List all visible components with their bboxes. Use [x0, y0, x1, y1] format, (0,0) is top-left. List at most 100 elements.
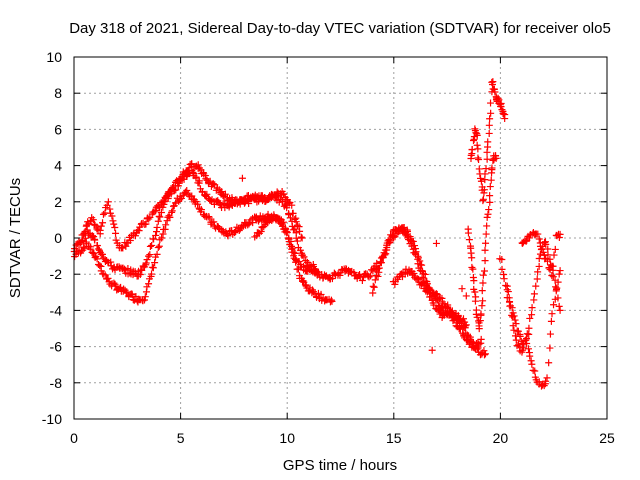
data-point [299, 251, 307, 259]
data-point [549, 273, 557, 281]
data-point [464, 229, 472, 237]
data-point [481, 170, 489, 178]
data-point [483, 155, 491, 163]
data-point [195, 179, 203, 187]
data-point [480, 186, 488, 194]
data-point [81, 227, 89, 235]
data-point [527, 357, 535, 365]
data-point [288, 201, 296, 209]
data-point [425, 285, 433, 293]
data-point [209, 180, 217, 188]
data-point [328, 297, 336, 305]
x-tick-label: 5 [177, 430, 185, 446]
data-point [411, 242, 419, 250]
data-point [197, 206, 205, 214]
data-point [139, 297, 147, 305]
data-point [487, 109, 495, 117]
data-point [155, 242, 163, 250]
data-point [97, 222, 105, 230]
data-point [485, 206, 493, 214]
data-point [421, 270, 429, 278]
data-point [146, 242, 154, 250]
data-point [221, 190, 229, 198]
data-point [98, 250, 106, 258]
data-point [280, 190, 288, 198]
data-point [505, 298, 513, 306]
data-point [486, 198, 494, 206]
data-point [122, 242, 130, 250]
data-point [479, 271, 487, 279]
data-point [157, 209, 165, 217]
data-point [546, 330, 554, 338]
data-point [523, 330, 531, 338]
data-point [156, 213, 164, 221]
data-point [538, 245, 546, 253]
data-point [555, 233, 563, 241]
data-point [148, 270, 156, 278]
data-point [432, 239, 440, 247]
data-point [126, 237, 134, 245]
data-point [543, 374, 551, 382]
data-point [482, 165, 490, 173]
data-point [485, 129, 493, 137]
data-point [413, 275, 421, 283]
data-point [526, 352, 534, 360]
data-point [152, 231, 160, 239]
data-point [475, 156, 483, 164]
data-point [143, 283, 151, 291]
data-point [542, 240, 550, 248]
x-tick-label: 10 [279, 430, 295, 446]
data-point [519, 341, 527, 349]
data-point [370, 283, 378, 291]
data-point [468, 254, 476, 262]
data-point [511, 316, 519, 324]
data-point [486, 115, 494, 123]
y-tick-label: -8 [50, 375, 63, 391]
data-point [414, 254, 422, 262]
data-point [501, 115, 509, 123]
data-point [448, 309, 456, 317]
data-point [104, 198, 112, 206]
data-point [479, 297, 487, 305]
data-point [374, 264, 382, 272]
data-point [542, 377, 550, 385]
data-point [151, 259, 159, 267]
data-point [93, 225, 101, 233]
data-point [154, 217, 162, 225]
data-point [466, 333, 474, 341]
data-point [99, 210, 107, 218]
data-point [150, 208, 158, 216]
data-point [531, 367, 539, 375]
data-point [543, 257, 551, 265]
data-point [526, 314, 534, 322]
data-point [481, 350, 489, 358]
data-point [510, 312, 518, 320]
data-point [285, 211, 293, 219]
data-point [158, 234, 166, 242]
data-point [149, 264, 157, 272]
data-point [477, 177, 485, 185]
data-point [293, 237, 301, 245]
data-point [310, 265, 318, 273]
data-point [161, 193, 169, 201]
data-point [112, 229, 120, 237]
data-point [486, 183, 494, 191]
data-point [94, 245, 102, 253]
data-point [289, 244, 297, 252]
data-point [379, 254, 387, 262]
data-point [525, 330, 533, 338]
data-point [87, 243, 95, 251]
data-point [467, 151, 475, 159]
data-point [142, 259, 150, 267]
data-point [301, 281, 309, 289]
data-point [148, 241, 156, 249]
data-point [477, 335, 485, 343]
data-point [497, 103, 505, 111]
data-point [202, 175, 210, 183]
data-point [473, 345, 481, 353]
data-point [479, 279, 487, 287]
data-point [514, 327, 522, 335]
data-point [293, 221, 301, 229]
x-tick-label: 20 [493, 430, 509, 446]
